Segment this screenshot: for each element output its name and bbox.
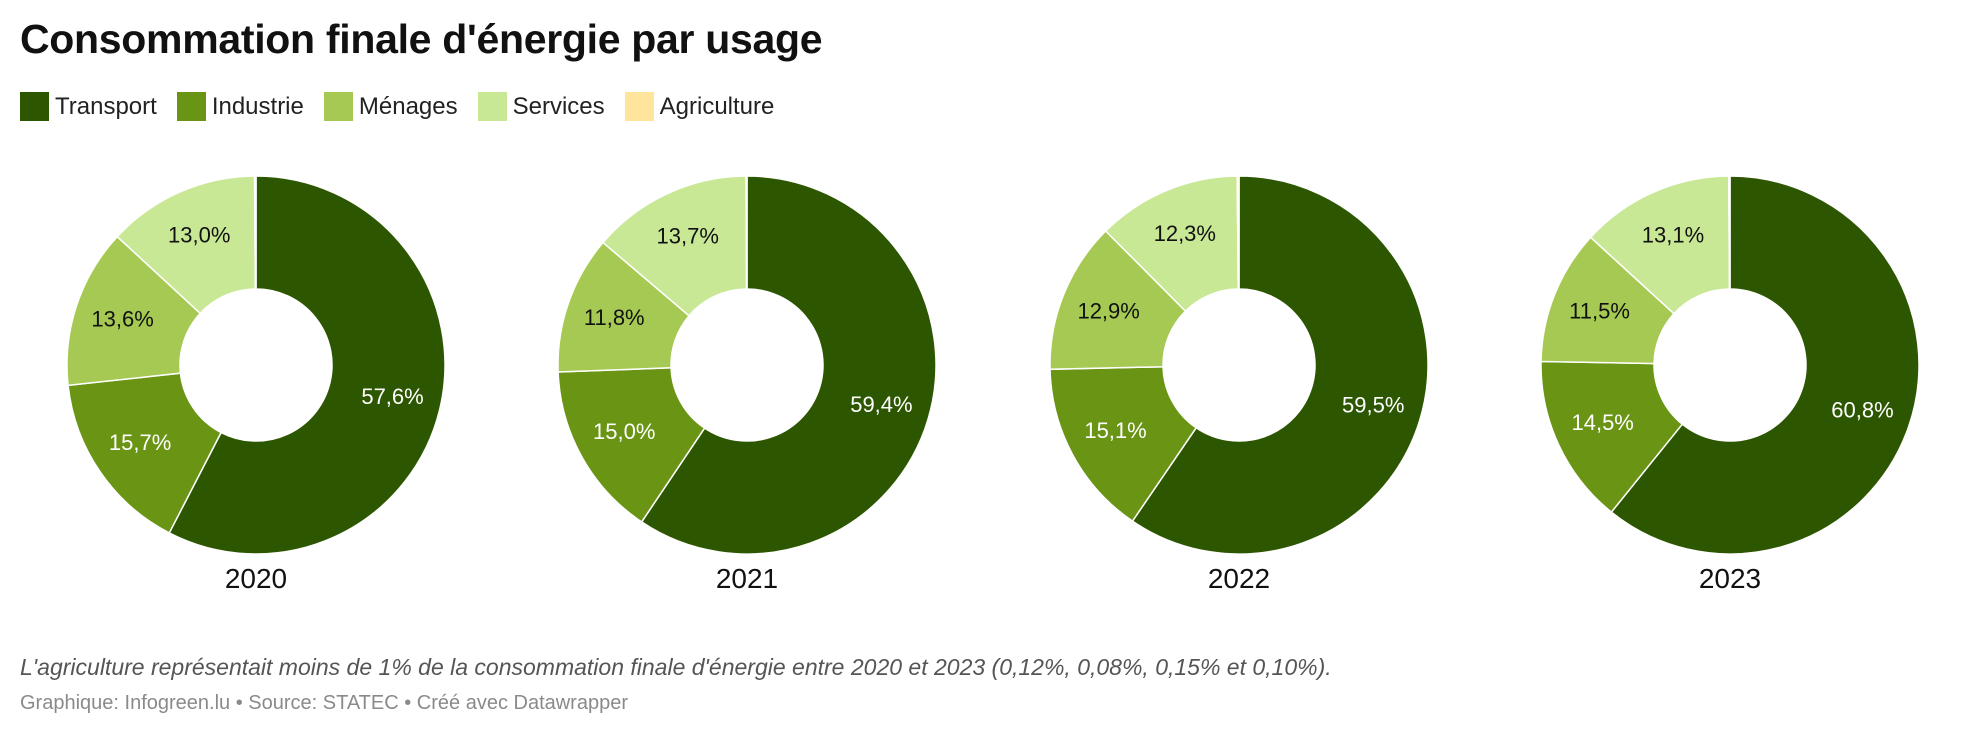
legend-label-industrie: Industrie bbox=[211, 92, 304, 120]
donut-chart-2021: 59,4% 15,0% 11,8% 13,7% 2021 bbox=[537, 155, 957, 605]
donut-slice-2022-menages bbox=[1049, 229, 1187, 371]
donut-slice-2021-agriculture bbox=[745, 175, 748, 290]
donut-label-2023-transport: 60,8% bbox=[1831, 398, 1893, 423]
donut-label-2020-services: 13,0% bbox=[168, 222, 230, 247]
legend-label-transport: Transport bbox=[55, 92, 157, 120]
donut-label-2021-menages: 11,8% bbox=[584, 305, 645, 330]
donut-slice-2022-industrie bbox=[1049, 365, 1198, 523]
legend-swatch-menages bbox=[323, 92, 353, 121]
legend-swatch-agriculture bbox=[624, 92, 654, 121]
chart-year-2022: 2022 bbox=[1207, 563, 1271, 594]
donut-svg-2023: 60,8% 14,5% 11,5% 13,1% bbox=[1540, 175, 1920, 555]
legend-item-menages: Ménages bbox=[323, 92, 458, 121]
chart-note: L'agriculture représentait moins de 1% d… bbox=[20, 654, 1332, 680]
chart-year-2023: 2023 bbox=[1698, 563, 1762, 594]
donut-label-2022-transport: 59,5% bbox=[1342, 392, 1404, 417]
legend-swatch-transport bbox=[20, 92, 49, 121]
donut-label-2021-transport: 59,4% bbox=[850, 392, 912, 417]
donut-label-2021-services: 13,7% bbox=[657, 223, 719, 248]
donut-slice-2021-industrie bbox=[557, 367, 706, 523]
donut-slice-2020-agriculture bbox=[253, 175, 257, 290]
donut-label-2020-transport: 57,6% bbox=[361, 384, 423, 409]
donut-svg-2021: 59,4% 15,0% 11,8% 13,7% bbox=[557, 175, 937, 555]
legend-label-services: Services bbox=[512, 92, 605, 120]
donut-slice-2023-services bbox=[1589, 175, 1731, 315]
donut-slice-2020-transport bbox=[168, 175, 446, 555]
donut-label-2023-services: 13,1% bbox=[1642, 222, 1704, 247]
legend-item-services: Services bbox=[477, 92, 605, 121]
legend-label-agriculture: Agriculture bbox=[659, 92, 775, 120]
donut-svg-2020: 57,6% 15,7% 13,6% 13,0% bbox=[66, 175, 446, 555]
donut-slice-2021-transport bbox=[640, 175, 937, 555]
donut-slice-2023-transport bbox=[1610, 175, 1920, 555]
legend-label-menages: Ménages bbox=[358, 92, 458, 120]
donut-slice-2022-transport bbox=[1131, 175, 1429, 555]
donut-slice-2022-agriculture bbox=[1236, 175, 1240, 290]
donut-label-2022-industrie: 15,1% bbox=[1084, 418, 1146, 443]
donut-label-2022-menages: 12,9% bbox=[1077, 298, 1139, 323]
chart-title: Consommation finale d'énergie par usage bbox=[20, 16, 823, 62]
donut-label-2022-services: 12,3% bbox=[1154, 221, 1216, 246]
chart-footer: Graphique: Infogreen.lu • Source: STATEC… bbox=[20, 692, 628, 714]
donut-label-2023-menages: 11,5% bbox=[1569, 299, 1630, 324]
donut-slice-2023-agriculture bbox=[1728, 175, 1731, 290]
donut-label-2023-industrie: 14,5% bbox=[1571, 410, 1633, 435]
legend-swatch-services bbox=[477, 92, 507, 121]
donut-chart-2022: 59,5% 15,1% 12,9% 12,3% 2022 bbox=[1029, 155, 1449, 605]
legend-item-industrie: Industrie bbox=[176, 92, 304, 121]
legend-swatch-industrie bbox=[176, 92, 206, 121]
donut-slice-2023-industrie bbox=[1540, 360, 1684, 514]
donut-slice-2020-menages bbox=[66, 235, 202, 387]
donut-slice-2021-services bbox=[601, 175, 748, 317]
donut-label-2020-menages: 13,6% bbox=[91, 307, 153, 332]
legend-item-transport: Transport bbox=[20, 92, 157, 121]
donut-charts: 57,6% 15,7% 13,6% 13,0% 2020 59,4% 15,0% 11,8… bbox=[0, 155, 1976, 605]
donut-chart-2020: 57,6% 15,7% 13,6% 13,0% 2020 bbox=[46, 155, 466, 605]
donut-label-2020-industrie: 15,7% bbox=[109, 430, 171, 455]
legend: Transport Industrie Ménages Services Agr… bbox=[20, 92, 794, 121]
donut-svg-2022: 59,5% 15,1% 12,9% 12,3% bbox=[1049, 175, 1429, 555]
donut-slice-2021-menages bbox=[557, 241, 691, 373]
legend-item-agriculture: Agriculture bbox=[624, 92, 775, 121]
chart-year-2020: 2020 bbox=[224, 563, 288, 594]
donut-slice-2020-services bbox=[116, 175, 257, 315]
donut-slice-2020-industrie bbox=[67, 372, 223, 534]
chart-year-2021: 2021 bbox=[715, 563, 779, 594]
donut-chart-2023: 60,8% 14,5% 11,5% 13,1% 2023 bbox=[1520, 155, 1940, 605]
donut-label-2021-industrie: 15,0% bbox=[593, 419, 655, 444]
